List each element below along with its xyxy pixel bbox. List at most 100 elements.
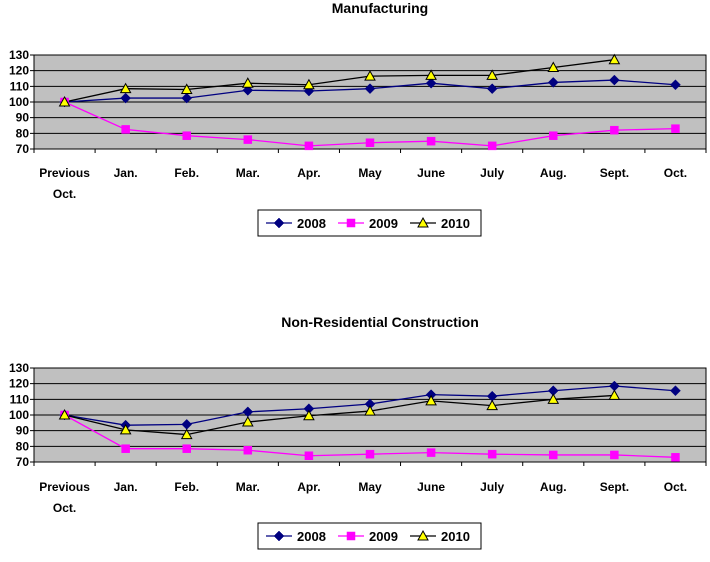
legend-label: 2010 (441, 529, 470, 544)
x-tick-label: June (417, 480, 445, 494)
data-point-2010 (608, 389, 621, 400)
x-tick-label: Sept. (600, 166, 629, 180)
data-point-2010 (608, 53, 621, 65)
x-tick-label: July (480, 480, 504, 494)
data-point-2009 (671, 453, 680, 462)
data-point-2008 (181, 92, 193, 104)
data-point-2008 (120, 92, 131, 104)
y-tick-label: 70 (16, 455, 30, 469)
y-tick-label: 130 (9, 48, 29, 62)
x-tick-label: Oct. (53, 501, 76, 515)
data-point-2009 (426, 136, 436, 146)
x-tick-label: Feb. (174, 480, 199, 494)
data-point-2010 (547, 393, 560, 404)
data-point-2010 (58, 408, 71, 420)
x-tick-label: Sept. (600, 480, 629, 494)
data-point-2010 (303, 78, 315, 90)
legend-marker-2009 (346, 218, 356, 228)
data-point-2009 (671, 124, 680, 133)
x-tick-label: Apr. (297, 166, 320, 180)
chart-title: Non-Residential Construction (281, 314, 479, 330)
data-point-2009 (304, 141, 314, 151)
data-point-2009 (182, 444, 191, 453)
legend-marker-2008 (273, 217, 285, 229)
x-tick-label: Mar. (236, 166, 260, 180)
y-tick-label: 80 (16, 439, 30, 453)
data-point-2009 (243, 135, 253, 144)
data-point-2010 (486, 69, 499, 80)
x-tick-label: Previous (39, 166, 90, 180)
data-point-2009 (182, 131, 191, 140)
data-point-2008 (670, 79, 681, 91)
x-tick-label: Feb. (174, 166, 199, 180)
x-tick-label: Jan. (114, 166, 138, 180)
data-point-2009 (549, 450, 558, 460)
data-point-2010 (119, 82, 132, 94)
x-tick-label: May (358, 166, 382, 180)
y-tick-label: 100 (9, 95, 29, 109)
series-line-2010 (64, 394, 615, 436)
legend-box (257, 209, 482, 237)
y-tick-label: 130 (9, 361, 29, 375)
data-point-2009 (365, 449, 375, 459)
data-point-2009 (487, 449, 497, 459)
data-point-2008 (670, 385, 681, 397)
y-tick-label: 100 (9, 408, 29, 422)
data-point-2010 (425, 69, 437, 80)
data-point-2010 (303, 409, 315, 421)
legend-marker-2009 (346, 531, 356, 541)
data-point-2010 (58, 95, 71, 107)
data-point-2008 (364, 83, 376, 95)
legend: 2008 2009 2010 (257, 522, 482, 550)
legend-label: 2009 (369, 216, 398, 231)
legend-label: 2008 (297, 529, 326, 544)
legend-marker-2010 (417, 529, 429, 541)
data-point-2009 (365, 138, 375, 147)
data-point-2009 (426, 448, 436, 457)
data-point-2010 (486, 399, 499, 411)
x-tick-label: July (480, 166, 504, 180)
x-tick-label: May (358, 480, 382, 494)
data-point-2008 (486, 83, 498, 95)
x-tick-label: Previous (39, 480, 90, 494)
x-tick-label: Oct. (664, 480, 687, 494)
series-line-2010 (64, 59, 615, 103)
chart-title: Manufacturing (332, 0, 428, 16)
y-tick-label: 90 (16, 424, 30, 438)
data-point-2010 (364, 70, 376, 81)
y-tick-label: 70 (16, 142, 30, 156)
data-point-2010 (547, 61, 560, 73)
data-point-2009 (487, 141, 497, 151)
data-point-2009 (304, 451, 314, 460)
data-point-2008 (425, 77, 437, 89)
data-point-2009 (610, 125, 619, 135)
legend-marker-2008 (273, 530, 285, 542)
data-point-2009 (121, 444, 130, 453)
data-point-2010 (241, 416, 254, 427)
y-tick-label: 90 (16, 111, 30, 125)
data-point-2010 (241, 77, 254, 88)
data-point-2009 (121, 125, 130, 134)
x-tick-label: Mar. (236, 480, 260, 494)
x-tick-label: Oct. (664, 166, 687, 180)
data-point-2010 (364, 405, 376, 416)
y-tick-label: 110 (10, 392, 30, 406)
y-tick-label: 120 (9, 377, 29, 391)
y-tick-label: 80 (16, 126, 30, 140)
data-point-2010 (425, 394, 437, 406)
legend-label: 2010 (441, 216, 470, 231)
y-tick-label: 110 (10, 79, 30, 93)
x-tick-label: Jan. (114, 480, 138, 494)
data-point-2009 (549, 131, 558, 140)
data-point-2008 (242, 84, 254, 96)
data-point-2010 (180, 428, 193, 440)
data-point-2008 (609, 74, 620, 86)
data-point-2010 (119, 423, 132, 435)
x-tick-label: Aug. (540, 166, 567, 180)
data-point-2008 (547, 77, 559, 88)
x-tick-label: Aug. (540, 480, 567, 494)
x-tick-label: Apr. (297, 480, 320, 494)
